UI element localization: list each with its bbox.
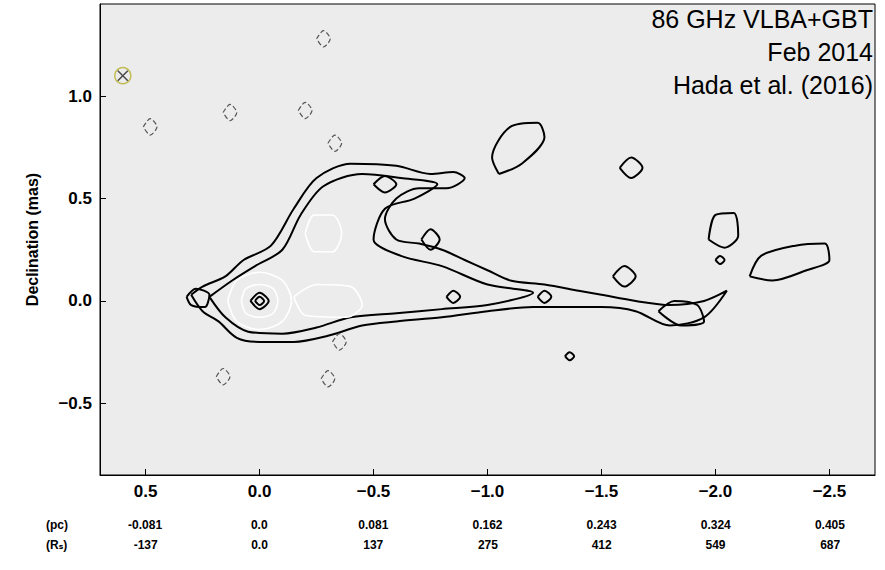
svg-text:−2.5: −2.5 bbox=[813, 482, 847, 501]
svg-text:0.0: 0.0 bbox=[251, 518, 268, 532]
svg-text:0.0: 0.0 bbox=[248, 482, 272, 501]
svg-text:−1.0: −1.0 bbox=[471, 482, 505, 501]
svg-text:549: 549 bbox=[705, 538, 725, 552]
svg-text:-0.081: -0.081 bbox=[128, 518, 162, 532]
svg-text:-137: -137 bbox=[134, 538, 158, 552]
svg-text:0.405: 0.405 bbox=[815, 518, 845, 532]
svg-text:(Rₛ): (Rₛ) bbox=[46, 538, 67, 552]
svg-text:137: 137 bbox=[363, 538, 383, 552]
svg-text:0.0: 0.0 bbox=[68, 291, 92, 310]
svg-text:412: 412 bbox=[592, 538, 612, 552]
svg-text:0.5: 0.5 bbox=[68, 189, 92, 208]
svg-text:Hada et al. (2016): Hada et al. (2016) bbox=[673, 71, 873, 99]
svg-text:−1.5: −1.5 bbox=[585, 482, 619, 501]
svg-text:0.324: 0.324 bbox=[701, 518, 731, 532]
svg-text:0.5: 0.5 bbox=[134, 482, 158, 501]
svg-text:275: 275 bbox=[478, 538, 498, 552]
svg-text:1.0: 1.0 bbox=[68, 87, 92, 106]
svg-text:86 GHz VLBA+GBT: 86 GHz VLBA+GBT bbox=[651, 5, 873, 33]
svg-text:0.243: 0.243 bbox=[587, 518, 617, 532]
svg-text:687: 687 bbox=[820, 538, 840, 552]
svg-text:−2.0: −2.0 bbox=[699, 482, 733, 501]
svg-text:Declination (mas): Declination (mas) bbox=[24, 173, 41, 306]
svg-text:0.081: 0.081 bbox=[358, 518, 388, 532]
svg-text:−0.5: −0.5 bbox=[58, 394, 92, 413]
svg-text:0.0: 0.0 bbox=[251, 538, 268, 552]
svg-text:(pc): (pc) bbox=[46, 518, 68, 532]
svg-text:0.162: 0.162 bbox=[472, 518, 502, 532]
svg-text:−0.5: −0.5 bbox=[357, 482, 391, 501]
svg-text:Feb 2014: Feb 2014 bbox=[767, 38, 873, 66]
